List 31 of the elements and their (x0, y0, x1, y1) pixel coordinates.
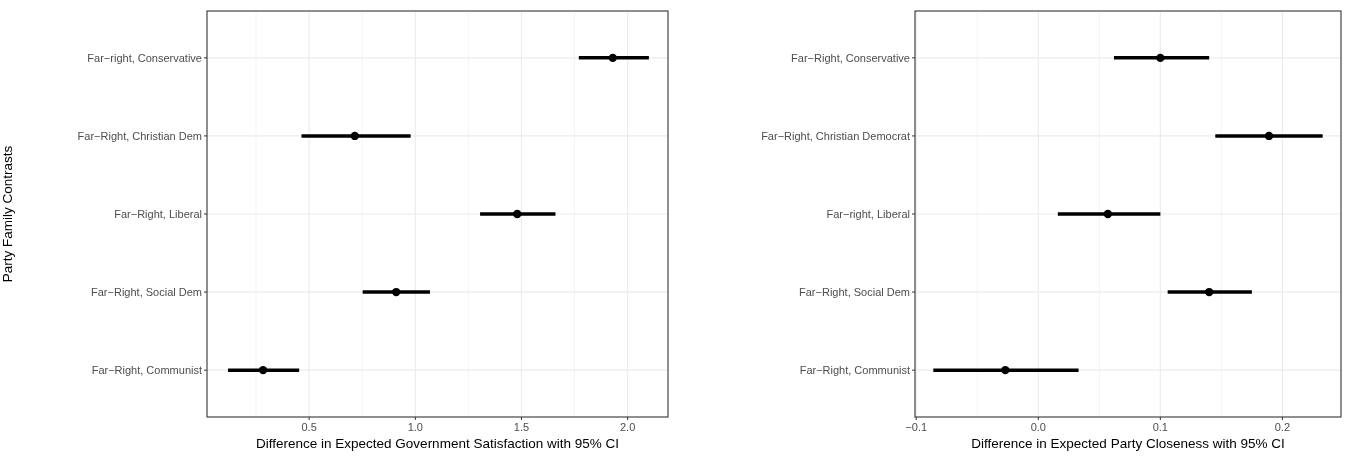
y-tick-label: Far−Right, Christian Democrat (761, 129, 910, 142)
point (1103, 209, 1113, 219)
y-tick-label: Far−Right, Christian Dem (77, 129, 202, 142)
x-tick-label: 1.5 (513, 421, 530, 433)
point (1264, 131, 1274, 141)
y-tick-label: Far−Right, Social Dem (91, 286, 202, 299)
y-tick-label: Far−Right, Social Dem (799, 286, 910, 299)
y-tick-label: Far−right, Liberal (826, 208, 910, 220)
y-tick-label: Far−right, Conservative (87, 51, 202, 64)
point (513, 209, 522, 219)
point (350, 131, 359, 141)
y-axis-title: Party Family Contrasts (0, 145, 15, 283)
x-tick-label: −0.1 (905, 421, 928, 433)
point (1156, 53, 1165, 63)
y-tick-label: Far−Right, Communist (799, 364, 910, 377)
x-axis-title: Difference in Expected Party Closeness with 95% CI (971, 436, 1285, 451)
x-tick-label: 1.0 (407, 421, 423, 433)
x-axis-title: Difference in Expected Government Satisfaction with 95% CI (256, 436, 619, 451)
point (1204, 287, 1214, 297)
y-tick-label: Far−Right, Communist (91, 364, 202, 377)
y-tick-label: Far−Right, Conservative (791, 51, 910, 64)
point (258, 365, 268, 375)
x-tick-label: 2.0 (620, 421, 636, 433)
x-tick-label: 0.5 (301, 421, 317, 433)
point (1001, 365, 1010, 375)
point (608, 53, 617, 63)
point (392, 287, 401, 297)
x-tick-label: 0.1 (1152, 421, 1168, 433)
y-tick-label: Far−Right, Liberal (114, 208, 202, 220)
x-tick-label: 0.0 (1030, 421, 1046, 433)
x-tick-label: 0.2 (1274, 421, 1291, 433)
